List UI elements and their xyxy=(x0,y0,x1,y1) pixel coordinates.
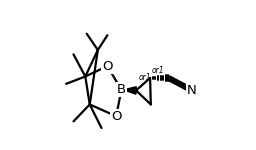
Text: or1: or1 xyxy=(152,66,164,75)
Text: or1: or1 xyxy=(138,73,151,82)
Text: N: N xyxy=(187,84,197,97)
Polygon shape xyxy=(123,87,136,94)
Text: B: B xyxy=(117,83,126,96)
Text: O: O xyxy=(102,60,113,73)
Text: O: O xyxy=(111,110,122,123)
